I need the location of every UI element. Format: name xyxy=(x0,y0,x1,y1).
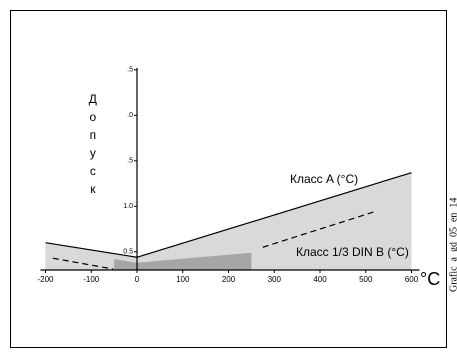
y-tick-label: 0.5 xyxy=(123,249,133,256)
x-tick-label: 200 xyxy=(222,275,236,284)
y-tick-label: .5 xyxy=(127,67,133,74)
y-tick-label: .5 xyxy=(127,158,133,165)
x-tick-label: 100 xyxy=(176,275,190,284)
x-tick-label: 500 xyxy=(359,275,373,284)
legend-label: Класс A (°C) xyxy=(290,172,358,186)
y-tick-label: 1.0 xyxy=(123,203,133,210)
x-tick-label: -100 xyxy=(83,275,100,284)
frame xyxy=(10,10,447,348)
x-axis-label: °C xyxy=(420,269,440,289)
figure-note: Grafic_a_gd_05_en_14 xyxy=(448,198,457,292)
x-tick-label: 400 xyxy=(313,275,327,284)
series-line xyxy=(52,257,114,270)
area-fill xyxy=(45,172,412,270)
y-axis-label: Допуск xyxy=(86,92,100,200)
legend-label: Класс 1/3 DIN B (°C) xyxy=(296,245,409,259)
y-tick-label: .0 xyxy=(127,112,133,119)
x-tick-label: -200 xyxy=(37,275,54,284)
shaded-region xyxy=(114,252,252,270)
x-tick-label: 600 xyxy=(405,275,419,284)
x-tick-label: 0 xyxy=(135,275,140,284)
x-tick-label: 300 xyxy=(268,275,282,284)
